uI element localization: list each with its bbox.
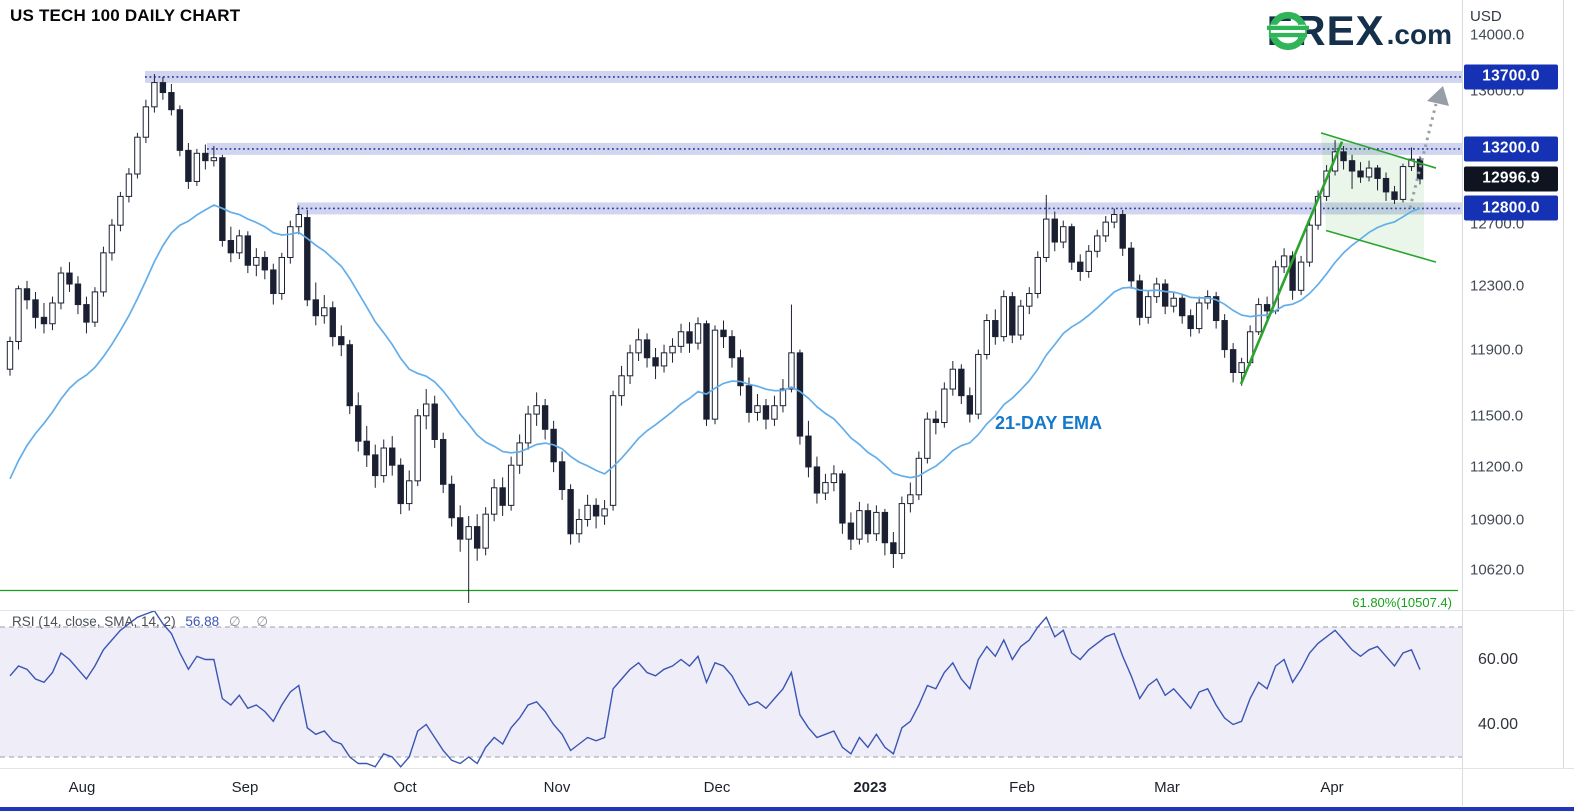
price-tick-label: 12300.0 [1470,277,1525,295]
rsi-visibility-icons[interactable]: ∅ ∅ [228,614,275,629]
month-label: Sep [231,779,259,796]
level-badge: 12800.0 [1464,195,1558,221]
rsi-label-text: RSI (14, close, SMA, 14, 2) [12,614,176,629]
level-badge: 13200.0 [1464,136,1558,162]
logo-rex: REX [1295,7,1385,54]
month-label: Feb [1009,779,1035,796]
channel-top_line [1320,132,1437,169]
month-label: Aug [68,779,96,796]
rsi-line [9,609,1421,768]
month-label: 2023 [853,779,887,796]
projection-arrow-head [1427,86,1449,106]
axis-separator-line [1462,0,1463,806]
last-price-badge: 12996.9 [1464,166,1558,192]
panel-separator-line [0,610,1574,611]
flag-channel-fill [1321,132,1424,260]
price-tick-label: 11500.0 [1470,407,1524,425]
level-bands [145,70,1462,215]
forex-com-logo: F REX .com [1266,7,1452,54]
trendline [1239,141,1344,385]
price-tick-label: 11200.0 [1470,458,1524,476]
rsi-value: 56.88 [185,614,220,629]
page-title: US TECH 100 DAILY CHART [10,6,241,25]
price-tick-label: 10900.0 [1470,511,1525,528]
month-label: Apr [1320,779,1344,796]
price-tick-label: 11900.0 [1470,341,1524,359]
currency-label: USD [1470,8,1502,25]
candlestick-series [6,74,1424,603]
ema-line [9,204,1421,480]
month-label: Mar [1154,779,1180,796]
ema-annotation-label: 21-DAY EMA [995,413,1103,433]
level-badge: 13700.0 [1464,64,1558,90]
month-label: Nov [543,779,571,796]
window-bottom-bar [0,807,1574,811]
rsi-tick-label: 40.00 [1478,715,1519,733]
axis-separator-line-bottom [0,768,1574,769]
rsi-tick-label: 60.00 [1478,650,1519,668]
price-tick-label: 10620.0 [1470,561,1525,579]
channel-bot_line [1325,229,1437,263]
rsi-panel-background [0,627,1462,757]
month-label: Oct [393,779,417,796]
rsi-indicator-label: RSI (14, close, SMA, 14, 2) 56.88 ∅ ∅ [12,614,274,630]
price-tick-label: 14000.0 [1470,26,1525,44]
right-edge-line [1563,0,1564,768]
fib-retracement-label: 61.80%(10507.4) [1352,595,1452,610]
logo-dotcom: .com [1386,19,1452,50]
month-label: Dec [703,779,731,796]
